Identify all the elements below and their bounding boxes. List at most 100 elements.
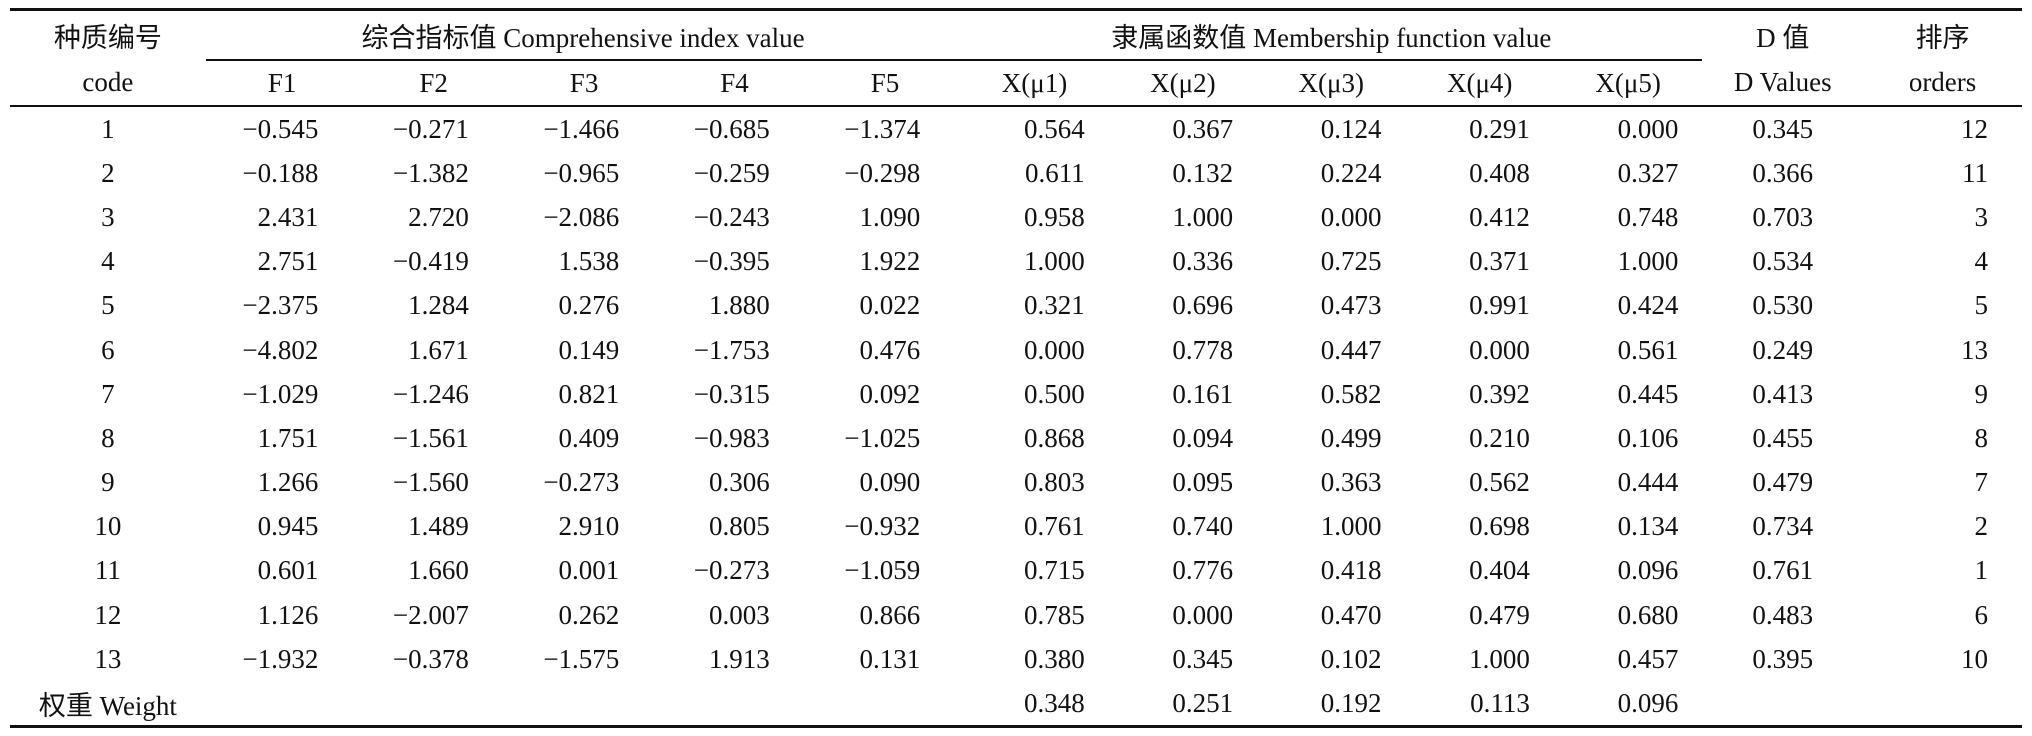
code-cell: 2: [101, 157, 115, 188]
order-cell: 11: [1962, 157, 1988, 188]
x2-cell: 0.740: [1172, 511, 1234, 542]
x5-cell: 0.445: [1617, 378, 1679, 409]
x1-cell: 0.868: [1023, 422, 1085, 453]
weight-row: 权重 Weight 0.348 0.251 0.192 0.113 0.096: [10, 681, 2022, 727]
f3-cell: −0.965: [543, 157, 620, 188]
x1-cell: 0.611: [1024, 157, 1085, 188]
x2-cell: 1.000: [1172, 201, 1234, 232]
x3-cell: 0.124: [1320, 113, 1382, 144]
order-cell: 6: [1974, 599, 1989, 630]
x1-cell: 0.958: [1023, 201, 1085, 232]
f2-cell: −0.378: [392, 643, 469, 674]
code-cell: 8: [101, 422, 115, 453]
x3-cell: 0.418: [1320, 555, 1382, 586]
table-row: 10 0.945 1.489 2.910 0.805 −0.932 0.761 0.740 1.…: [10, 505, 2022, 549]
x1-cell: 0.785: [1023, 599, 1085, 630]
x4-cell: 0.991: [1469, 290, 1530, 321]
f3-header: F3: [508, 60, 660, 107]
table-row: 2 −0.188 −1.382 −0.965 −0.259 −0.298 0.611 0.13…: [10, 151, 2022, 195]
x2-cell: 0.095: [1172, 467, 1234, 498]
x1-cell: 0.500: [1023, 378, 1085, 409]
order-header-cn: 排序: [1915, 23, 1970, 53]
table-row: 3 2.431 2.720 −2.086 −0.243 1.090 0.958 1.000 0.…: [10, 195, 2022, 239]
f2-cell: −1.561: [392, 422, 469, 453]
table-row: 4 2.751 −0.419 1.538 −0.395 1.922 1.000 0.336 0.…: [10, 240, 2022, 284]
x5-cell: 0.106: [1617, 422, 1679, 453]
f3-cell: −1.466: [543, 113, 620, 144]
table-row: 7 −1.029 −1.246 0.821 −0.315 0.092 0.500 0.161 0…: [10, 372, 2022, 416]
code-cell: 4: [101, 246, 115, 277]
f4-cell: −0.273: [693, 555, 770, 586]
f3-cell: 0.409: [558, 422, 620, 453]
x1-cell: 0.803: [1023, 467, 1085, 498]
f4-cell: 1.913: [709, 643, 770, 674]
weight-empty-cell: [206, 681, 359, 727]
code-cell: 6: [101, 334, 115, 365]
f3-cell: −1.575: [543, 643, 620, 674]
table-row: 1 −0.545 −0.271 −1.466 −0.685 −1.374 0.564 0.36…: [10, 106, 2022, 151]
weight-empty-cell: [1702, 681, 1863, 727]
f5-cell: 1.090: [859, 201, 921, 232]
f2-cell: 1.660: [408, 555, 469, 586]
f1-cell: 0.601: [257, 555, 319, 586]
table-row: 11 0.601 1.660 0.001 −0.273 −1.059 0.715 0.776 0…: [10, 549, 2022, 593]
x5-cell: 0.680: [1617, 599, 1679, 630]
f3-cell: 0.262: [558, 599, 620, 630]
f4-cell: −0.983: [693, 422, 770, 453]
x4-cell: 0.479: [1469, 599, 1530, 630]
x4-cell: 0.392: [1469, 378, 1530, 409]
d-header-en: D Values: [1702, 60, 1864, 107]
f4-cell: −0.685: [693, 113, 770, 144]
d-value-cell: 0.366: [1752, 157, 1814, 188]
x4-cell: 0.291: [1469, 113, 1530, 144]
code-cell: 1: [101, 113, 115, 144]
d-value-cell: 0.395: [1752, 643, 1814, 674]
x4-cell: 0.698: [1469, 511, 1530, 542]
f1-cell: 1.126: [257, 599, 319, 630]
x4-cell: 0.210: [1469, 422, 1530, 453]
x5-header: X(μ5): [1553, 60, 1703, 107]
f4-cell: −1.753: [693, 334, 770, 365]
x1-cell: 0.000: [1023, 334, 1085, 365]
d-value-cell: 0.455: [1752, 422, 1814, 453]
order-cell: 1: [1974, 555, 1989, 586]
weight-empty-cell: [509, 681, 659, 727]
table-body: 1 −0.545 −0.271 −1.466 −0.685 −1.374 0.564 0.36…: [10, 106, 2022, 727]
x2-cell: 0.132: [1172, 157, 1234, 188]
table-row: 9 1.266 −1.560 −0.273 0.306 0.090 0.803 0.095 0.…: [10, 461, 2022, 505]
x3-cell: 0.499: [1320, 422, 1382, 453]
f4-cell: 0.805: [709, 511, 770, 542]
x2-cell: 0.094: [1172, 422, 1234, 453]
x2-header: X(μ2): [1108, 60, 1258, 107]
code-cell: 9: [101, 467, 115, 498]
x1-cell: 0.321: [1023, 290, 1085, 321]
code-header-en: code: [10, 60, 206, 107]
f2-cell: 1.284: [408, 290, 469, 321]
f5-cell: −1.059: [844, 555, 921, 586]
x3-cell: 0.582: [1320, 378, 1382, 409]
table-row: 13 −1.932 −0.378 −1.575 1.913 0.131 0.380 0.345…: [10, 637, 2022, 681]
f5-cell: −1.025: [844, 422, 921, 453]
header-row-2: code F1 F2 F3 F4 F5 X(μ1) X(μ2) X(μ3) X(…: [10, 60, 2022, 107]
f1-header: F1: [205, 60, 359, 107]
weight-x3-cell: 0.192: [1320, 687, 1382, 718]
table-row: 6 −4.802 1.671 0.149 −1.753 0.476 0.000 0.778 0.…: [10, 328, 2022, 372]
f5-cell: 0.476: [859, 334, 921, 365]
weight-empty-cell: [1863, 681, 2022, 727]
f1-cell: −1.932: [242, 643, 319, 674]
x2-cell: 0.000: [1172, 599, 1234, 630]
code-cell: 10: [94, 511, 122, 542]
f2-cell: −2.007: [392, 599, 469, 630]
order-cell: 9: [1974, 378, 1989, 409]
f4-cell: 0.306: [709, 467, 770, 498]
x2-cell: 0.367: [1172, 113, 1234, 144]
x4-cell: 0.562: [1469, 467, 1530, 498]
membership-header: 隶属函数值 Membership function value: [960, 9, 1703, 61]
f5-cell: 0.090: [859, 467, 921, 498]
f1-cell: −4.802: [242, 334, 319, 365]
f2-cell: −1.560: [392, 467, 469, 498]
order-cell: 12: [1961, 113, 1988, 144]
x3-cell: 0.725: [1320, 246, 1382, 277]
d-value-cell: 0.761: [1752, 555, 1814, 586]
